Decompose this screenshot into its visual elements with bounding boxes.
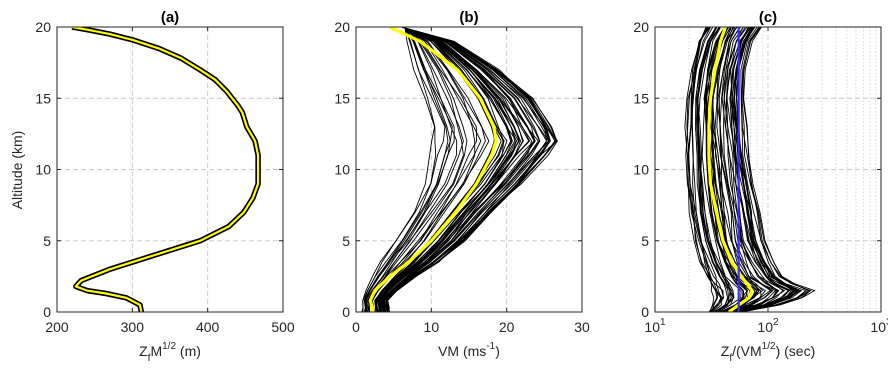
ensemble-line xyxy=(386,27,556,312)
x-tick-label: 20 xyxy=(499,319,515,335)
ensemble-line xyxy=(731,27,793,312)
x-axis-label: ZfM1/2 (m) xyxy=(139,341,201,364)
ensemble-line xyxy=(382,27,541,312)
y-tick-label: 15 xyxy=(334,90,350,106)
ensemble-line xyxy=(736,27,801,312)
y-axis-label: Altitude (km) xyxy=(9,131,25,210)
ensemble-line xyxy=(365,27,453,312)
y-tick-label: 10 xyxy=(35,162,51,178)
panel-title: (a) xyxy=(161,9,179,26)
ensemble-line xyxy=(365,27,458,312)
x-axis-label: VM (ms-1) xyxy=(438,341,500,359)
x-tick-label: 300 xyxy=(121,319,145,335)
x-tick-exponent: 3 xyxy=(886,317,888,328)
panel-a: 200 300 400 500 0 5 10 15 20 (a) ZfM1/2 (m) xyxy=(35,9,294,364)
ensemble-line xyxy=(741,27,816,312)
x-tick-exponent: 1 xyxy=(660,317,666,328)
ensemble-line xyxy=(371,27,490,312)
y-tick-label: 0 xyxy=(342,304,350,320)
ensemble-line xyxy=(712,27,764,312)
ensemble-line xyxy=(365,27,455,312)
ensemble-line xyxy=(697,27,734,312)
ensemble-line xyxy=(377,27,512,312)
y-tick-label: 20 xyxy=(35,19,51,35)
ensemble-line xyxy=(687,27,724,312)
ensemble-line xyxy=(740,27,810,312)
x-tick-label: 103 xyxy=(870,317,888,335)
ensemble-line xyxy=(721,27,777,312)
y-tick-label: 15 xyxy=(633,90,649,106)
x-axis-label: Zf/(VM1/2) (sec) xyxy=(721,341,815,364)
ensemble-line xyxy=(740,27,812,312)
panel-title: (b) xyxy=(459,9,478,26)
x-tick-label: 500 xyxy=(271,319,295,335)
ensemble-line xyxy=(725,27,786,312)
ensemble-line xyxy=(384,27,548,312)
ensemble-line xyxy=(731,27,797,312)
mean-line xyxy=(707,27,754,312)
y-tick-label: 10 xyxy=(334,162,350,178)
plot-area xyxy=(71,27,261,312)
mean-line xyxy=(71,27,260,312)
ensemble-line xyxy=(362,27,437,312)
x-tick-label: 10 xyxy=(424,319,440,335)
panel-c: 10110210305101520(c)Zf/(VM1/2) (sec) xyxy=(633,9,888,364)
panel-b: 0 10 20 30 0 5 10 15 20 (b) VM (ms-1) xyxy=(334,9,590,359)
ensemble-line xyxy=(387,27,558,312)
ensemble-line xyxy=(730,27,790,312)
ensemble-line xyxy=(701,27,742,312)
y-tick-label: 15 xyxy=(35,90,51,106)
ensemble-line xyxy=(716,27,772,312)
ensemble-line xyxy=(687,27,723,312)
ensemble-line xyxy=(364,27,449,312)
ensemble-line xyxy=(363,27,446,312)
mean-line xyxy=(368,27,498,312)
ensemble-line xyxy=(375,27,508,312)
ensemble-line xyxy=(704,27,745,312)
x-tick-label: 30 xyxy=(574,319,590,335)
ensemble-line xyxy=(381,27,535,312)
y-tick-label: 5 xyxy=(43,233,51,249)
ensemble-line xyxy=(684,27,715,312)
y-tick-label: 10 xyxy=(633,162,649,178)
ensemble-line xyxy=(716,27,762,312)
ensemble-line xyxy=(380,27,531,312)
ensemble-line xyxy=(378,27,516,312)
ensemble-line xyxy=(723,27,778,312)
grid xyxy=(56,26,284,313)
plot-area xyxy=(361,27,558,312)
ensemble-line xyxy=(696,27,731,312)
x-tick-label: 102 xyxy=(757,317,779,335)
x-tick-exponent: 2 xyxy=(773,317,779,328)
x-tick-label: 200 xyxy=(45,319,69,335)
ensemble-line xyxy=(381,27,536,312)
plot-area xyxy=(684,27,816,312)
ensemble-line xyxy=(383,27,541,312)
panel-title: (c) xyxy=(759,9,777,26)
ensemble-line xyxy=(714,27,767,312)
ensemble-line xyxy=(688,27,722,312)
ensemble-line xyxy=(697,27,735,312)
y-tick-label: 5 xyxy=(641,233,649,249)
ensemble-line xyxy=(738,27,807,312)
x-tick-label: 0 xyxy=(352,319,360,335)
ensemble-line xyxy=(361,27,436,312)
x-tick-label: 400 xyxy=(196,319,220,335)
y-tick-label: 5 xyxy=(342,233,350,249)
y-tick-label: 20 xyxy=(633,19,649,35)
ensemble-line xyxy=(372,27,486,312)
ensemble-line xyxy=(719,27,774,312)
ensemble-line xyxy=(695,27,729,312)
y-tick-label: 0 xyxy=(43,304,51,320)
y-tick-label: 0 xyxy=(641,304,649,320)
ensemble-line xyxy=(366,27,464,312)
ensemble-line xyxy=(385,27,550,312)
ensemble-line xyxy=(735,27,798,312)
y-tick-label: 20 xyxy=(334,19,350,35)
ensemble-line xyxy=(706,27,749,312)
